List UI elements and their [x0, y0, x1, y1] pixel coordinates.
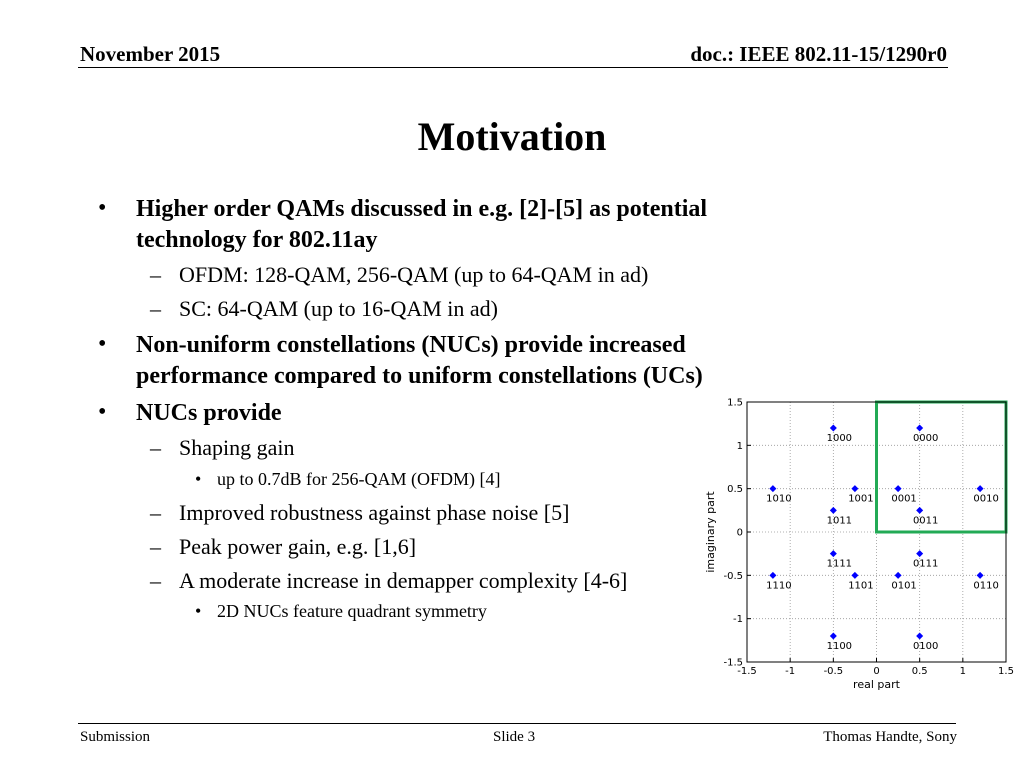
y-tick-label: 0 — [737, 528, 743, 539]
constellation-points: 1000 0000 1010 1001 0001 0010 1011 0011 1111 0111… — [766, 424, 999, 652]
sub-bullet-peak-power: Peak power gain, e.g. [1,6] — [179, 534, 417, 559]
constellation-point — [916, 506, 924, 514]
y-tick-label: 1 — [737, 441, 743, 452]
point-label: 0100 — [913, 641, 938, 652]
point-label: 1001 — [848, 494, 873, 505]
constellation-point — [976, 485, 984, 493]
constellation-point — [769, 571, 777, 579]
x-tick-label: 0 — [873, 666, 879, 677]
point-label: 1111 — [827, 559, 852, 570]
point-label: 0010 — [973, 494, 998, 505]
x-tick-label: -1.5 — [737, 666, 757, 677]
sub-bullet-shaping-gain: Shaping gain — [179, 435, 295, 460]
header-date: November 2015 — [80, 42, 221, 66]
constellation-point — [769, 485, 777, 493]
dash-marker: – — [150, 262, 161, 287]
constellation-point — [916, 424, 924, 432]
constellation-point — [851, 571, 859, 579]
point-label: 1000 — [827, 433, 852, 444]
header-doc-id: doc.: IEEE 802.11-15/1290r0 — [690, 42, 947, 66]
y-tick-label: -1 — [733, 614, 743, 625]
sub-bullet-phase-noise: Improved robustness against phase noise … — [179, 500, 570, 525]
x-tick-label: -1 — [785, 666, 795, 677]
bullet-nucs-line1: Non-uniform constellations (NUCs) provid… — [136, 332, 686, 358]
slide-title: Motivation — [417, 114, 607, 159]
bullet-marker: • — [98, 331, 107, 357]
point-label: 1101 — [848, 580, 873, 591]
constellation-point — [976, 571, 984, 579]
y-tick-label: 1.5 — [727, 398, 743, 409]
point-label: 0011 — [913, 515, 938, 526]
dash-marker: – — [150, 534, 161, 559]
footer-slide-number: Slide 3 — [493, 729, 536, 745]
bullet-nucs-line2: performance compared to uniform constell… — [136, 363, 703, 389]
bullet-marker: • — [98, 399, 107, 425]
bullet-marker: • — [195, 469, 202, 489]
y-tick-label: -1.5 — [723, 658, 743, 669]
point-label: 0000 — [913, 433, 938, 444]
constellation-point — [829, 424, 837, 432]
sub-bullet-demapper: A moderate increase in demapper complexi… — [179, 568, 628, 593]
point-label: 1110 — [766, 580, 791, 591]
y-axis-label: imaginary part — [704, 491, 717, 573]
constellation-point — [894, 485, 902, 493]
constellation-point — [916, 632, 924, 640]
header-rule — [78, 67, 948, 68]
bullet-higher-order-qams-line2: technology for 802.11ay — [136, 227, 378, 253]
subsub-bullet-quadrant-symmetry: 2D NUCs feature quadrant symmetry — [217, 601, 487, 621]
constellation-point — [894, 571, 902, 579]
x-axis-label: real part — [853, 678, 901, 690]
point-label: 0110 — [973, 580, 998, 591]
bullet-marker: • — [195, 601, 202, 621]
point-label: 1010 — [766, 494, 791, 505]
axis-ticks: -1.5 -1 -0.5 0 0.5 1 1.5 -1.5 -1 -0.5 0 0.5 1 1.5 — [723, 398, 1013, 678]
point-label: 0001 — [891, 494, 916, 505]
point-label: 0111 — [913, 559, 938, 570]
footer-author: Thomas Handte, Sony — [823, 729, 957, 745]
x-tick-label: -0.5 — [824, 666, 844, 677]
highlight-box — [875, 400, 1008, 534]
point-label: 0101 — [891, 580, 916, 591]
dash-marker: – — [150, 568, 161, 593]
point-label: 1100 — [827, 641, 852, 652]
constellation-point — [851, 485, 859, 493]
constellation-chart: -1.5 -1 -0.5 0 0.5 1 1.5 -1.5 -1 -0.5 0 0.5 1 1.5 100… — [704, 398, 1014, 691]
dash-marker: – — [150, 435, 161, 460]
bullet-nucs-provide: NUCs provide — [136, 400, 282, 426]
constellation-point — [916, 550, 924, 558]
x-tick-label: 1 — [960, 666, 966, 677]
sub-bullet-ofdm: OFDM: 128-QAM, 256-QAM (up to 64-QAM in … — [179, 262, 649, 287]
x-tick-label: 1.5 — [998, 666, 1014, 677]
point-label: 1011 — [827, 515, 852, 526]
sub-bullet-sc: SC: 64-QAM (up to 16-QAM in ad) — [179, 296, 498, 321]
x-tick-label: 0.5 — [912, 666, 928, 677]
dash-marker: – — [150, 500, 161, 525]
constellation-point — [829, 506, 837, 514]
y-tick-label: -0.5 — [723, 571, 743, 582]
bullet-higher-order-qams-line1: Higher order QAMs discussed in e.g. [2]-… — [136, 196, 708, 222]
bullet-marker: • — [98, 195, 107, 221]
constellation-point — [829, 632, 837, 640]
dash-marker: – — [150, 296, 161, 321]
footer-rule — [78, 723, 956, 724]
subsub-bullet-256qam: up to 0.7dB for 256-QAM (OFDM) [4] — [217, 469, 501, 489]
footer-submission: Submission — [80, 729, 151, 745]
y-tick-label: 0.5 — [727, 484, 743, 495]
constellation-point — [829, 550, 837, 558]
